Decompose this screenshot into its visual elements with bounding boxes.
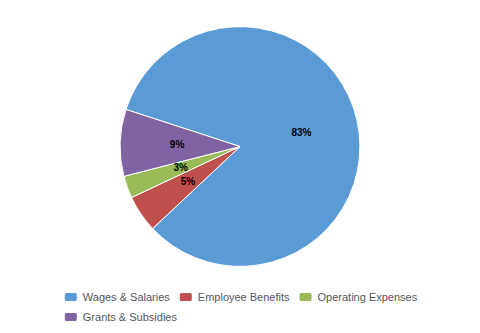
svg-text:Grants & Subsidies: Grants & Subsidies: [83, 311, 178, 323]
svg-text:Operating Expenses: Operating Expenses: [318, 291, 418, 303]
svg-text:9%: 9%: [170, 139, 185, 150]
svg-text:3%: 3%: [174, 162, 189, 173]
svg-text:Employee Benefits: Employee Benefits: [198, 291, 290, 303]
svg-text:Wages & Salaries: Wages & Salaries: [83, 291, 171, 303]
svg-text:83%: 83%: [291, 127, 311, 138]
svg-text:5%: 5%: [181, 176, 196, 187]
